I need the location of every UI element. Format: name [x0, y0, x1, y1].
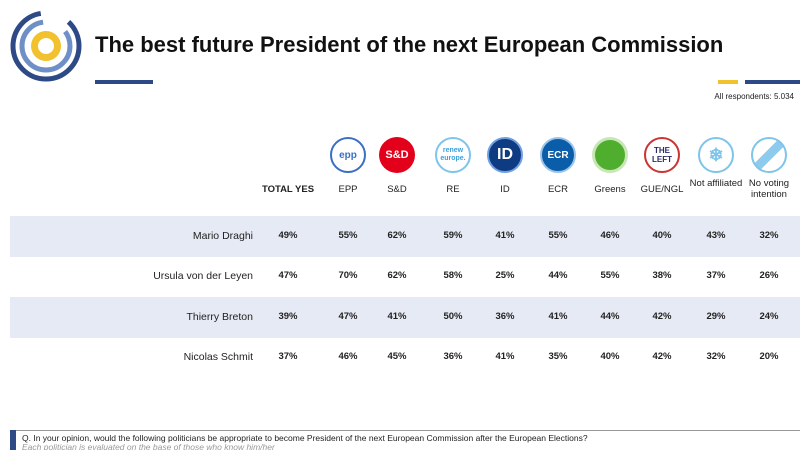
table-cell: 41% — [495, 351, 515, 362]
table-cell: 42% — [652, 311, 672, 322]
column-header: EPP — [338, 184, 358, 195]
party-logo — [751, 137, 787, 173]
table-cell: 46% — [600, 230, 620, 241]
column-header: No voting intention — [748, 178, 790, 200]
row-band — [10, 297, 800, 338]
table-cell: 41% — [495, 230, 515, 241]
table-cell: 40% — [600, 351, 620, 362]
table-cell: 24% — [759, 311, 779, 322]
footer-mark — [10, 430, 16, 450]
table-cell: 38% — [652, 270, 672, 281]
accent-bar — [718, 80, 738, 84]
row-label: Ursula von der Leyen — [153, 270, 253, 282]
party-logo: ECR — [540, 137, 576, 173]
table-cell: 20% — [759, 351, 779, 362]
table-cell: 29% — [706, 311, 726, 322]
table-cell: 32% — [759, 230, 779, 241]
table-cell: 59% — [443, 230, 463, 241]
table-cell: 50% — [443, 311, 463, 322]
table-cell: 25% — [495, 270, 515, 281]
table-cell: 39% — [278, 311, 298, 322]
footer-question: Q. In your opinion, would the following … — [22, 433, 588, 443]
table-cell: 47% — [338, 311, 358, 322]
table-cell: 41% — [387, 311, 407, 322]
table-cell: 41% — [548, 311, 568, 322]
column-header: ID — [500, 184, 510, 195]
row-label: Mario Draghi — [192, 230, 253, 242]
title: The best future President of the next Eu… — [95, 32, 724, 57]
logo-icon — [10, 10, 82, 82]
table-cell: 49% — [278, 230, 298, 241]
table-cell: 55% — [548, 230, 568, 241]
table-cell: 26% — [759, 270, 779, 281]
table-cell: 70% — [338, 270, 358, 281]
table-cell: 46% — [338, 351, 358, 362]
party-logo: renew europe. — [435, 137, 471, 173]
party-logo — [592, 137, 628, 173]
table-cell: 62% — [387, 270, 407, 281]
footer-rule — [10, 430, 800, 431]
table-cell: 37% — [706, 270, 726, 281]
column-header: S&D — [387, 184, 407, 195]
accent-bar — [95, 80, 153, 84]
party-logo: THE LEFT — [644, 137, 680, 173]
table-cell: 44% — [548, 270, 568, 281]
table-cell: 62% — [387, 230, 407, 241]
table-cell: 43% — [706, 230, 726, 241]
table-cell: 55% — [338, 230, 358, 241]
table-cell: 36% — [495, 311, 515, 322]
party-logo: ❄ — [698, 137, 734, 173]
table-cell: 35% — [548, 351, 568, 362]
table-cell: 37% — [278, 351, 298, 362]
table-cell: 44% — [600, 311, 620, 322]
table-cell: 58% — [443, 270, 463, 281]
column-header: RE — [446, 184, 460, 195]
column-header: TOTAL YES — [261, 184, 315, 195]
table-cell: 40% — [652, 230, 672, 241]
respondents-note: All respondents: 5.034 — [714, 92, 794, 101]
table-cell: 36% — [443, 351, 463, 362]
accent-bar — [745, 80, 800, 84]
row-label: Nicolas Schmit — [183, 351, 253, 363]
table-cell: 55% — [600, 270, 620, 281]
column-header: ECR — [547, 184, 569, 195]
party-logo: ID — [487, 137, 523, 173]
table-cell: 47% — [278, 270, 298, 281]
row-band — [10, 216, 800, 257]
column-header: GUE/NGL — [640, 184, 684, 195]
column-header: Greens — [594, 184, 626, 195]
table-cell: 45% — [387, 351, 407, 362]
column-header: Not affiliated — [689, 178, 743, 189]
row-label: Thierry Breton — [186, 311, 253, 323]
party-logo: epp — [330, 137, 366, 173]
party-logo: S&D — [379, 137, 415, 173]
table-cell: 32% — [706, 351, 726, 362]
table-cell: 42% — [652, 351, 672, 362]
footer-subnote: Each politician is evaluated on the base… — [22, 442, 275, 450]
